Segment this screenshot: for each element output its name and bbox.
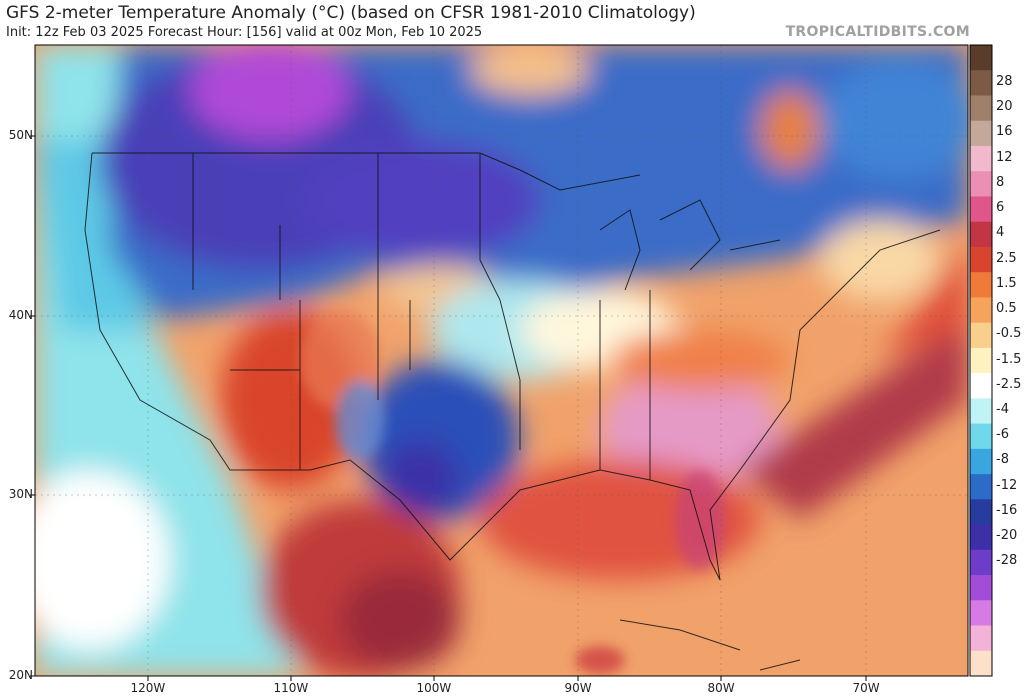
lon-label: 120W <box>130 681 166 695</box>
colorbar <box>969 44 993 677</box>
colorbar-label: 0.5 <box>996 301 1017 317</box>
watermark: TROPICALTIDBITS.COM <box>785 24 970 40</box>
colorbar-band <box>970 322 992 349</box>
title: GFS 2-meter Temperature Anomaly (°C) (ba… <box>6 3 696 23</box>
lon-label: 100W <box>416 681 452 695</box>
colorbar-band <box>970 650 992 677</box>
colorbar-band <box>970 474 992 500</box>
colorbar-label: -12 <box>996 477 1018 493</box>
colorbar-band <box>970 171 992 197</box>
colorbar-band <box>970 549 992 576</box>
colorbar-band <box>970 297 992 324</box>
colorbar-label: 20 <box>996 99 1013 115</box>
colorbar-band <box>970 499 992 526</box>
colorbar-band <box>970 575 992 601</box>
colorbar-frame <box>969 44 993 677</box>
colorbar-label: 8 <box>996 174 1005 190</box>
subtitle: Init: 12z Feb 03 2025 Forecast Hour: [15… <box>6 25 483 40</box>
colorbar-band <box>970 423 992 450</box>
lon-label: 90W <box>564 681 592 695</box>
colorbar-band <box>970 347 992 374</box>
colorbar-band <box>970 196 992 223</box>
colorbar-band <box>970 70 992 96</box>
colorbar-band <box>970 272 992 298</box>
colorbar-band <box>970 448 992 475</box>
colorbar-label: -28 <box>996 553 1018 569</box>
lat-label: 50N <box>8 128 33 142</box>
colorbar-band <box>970 45 992 71</box>
lon-label: 70W <box>852 681 880 695</box>
colorbar-label: -1.5 <box>996 351 1022 367</box>
colorbar-band <box>970 95 992 122</box>
colorbar-label: -4 <box>996 401 1009 417</box>
colorbar-band <box>970 246 992 273</box>
colorbar-label: -2.5 <box>996 376 1022 392</box>
lat-label: 20N <box>8 668 33 682</box>
colorbar-label: 1.5 <box>996 275 1017 291</box>
lat-label: 30N <box>8 487 33 501</box>
colorbar-label: 4 <box>996 225 1005 241</box>
colorbar-label: -6 <box>996 427 1009 443</box>
colorbar-label: 16 <box>996 124 1013 140</box>
colorbar-label: -20 <box>996 528 1018 544</box>
colorbar-band <box>970 145 992 172</box>
colorbar-label: 2.5 <box>996 250 1017 266</box>
colorbar-label: -8 <box>996 452 1009 468</box>
colorbar-band <box>970 221 992 248</box>
colorbar-band <box>970 625 992 652</box>
colorbar-band <box>970 524 992 551</box>
colorbar-band <box>970 373 992 399</box>
colorbar-label: -16 <box>996 502 1018 518</box>
colorbar-label: 6 <box>996 200 1005 216</box>
colorbar-label: 28 <box>996 73 1013 89</box>
colorbar-band <box>970 600 992 627</box>
colorbar-label: 12 <box>996 149 1013 165</box>
lat-label: 40N <box>8 308 33 322</box>
lon-label: 80W <box>707 681 735 695</box>
anomaly-field <box>35 45 968 676</box>
colorbar-label: -0.5 <box>996 326 1022 342</box>
colorbar-band <box>970 398 992 425</box>
lon-label: 110W <box>273 681 309 695</box>
colorbar-band <box>970 120 992 147</box>
map-frame <box>34 44 969 677</box>
